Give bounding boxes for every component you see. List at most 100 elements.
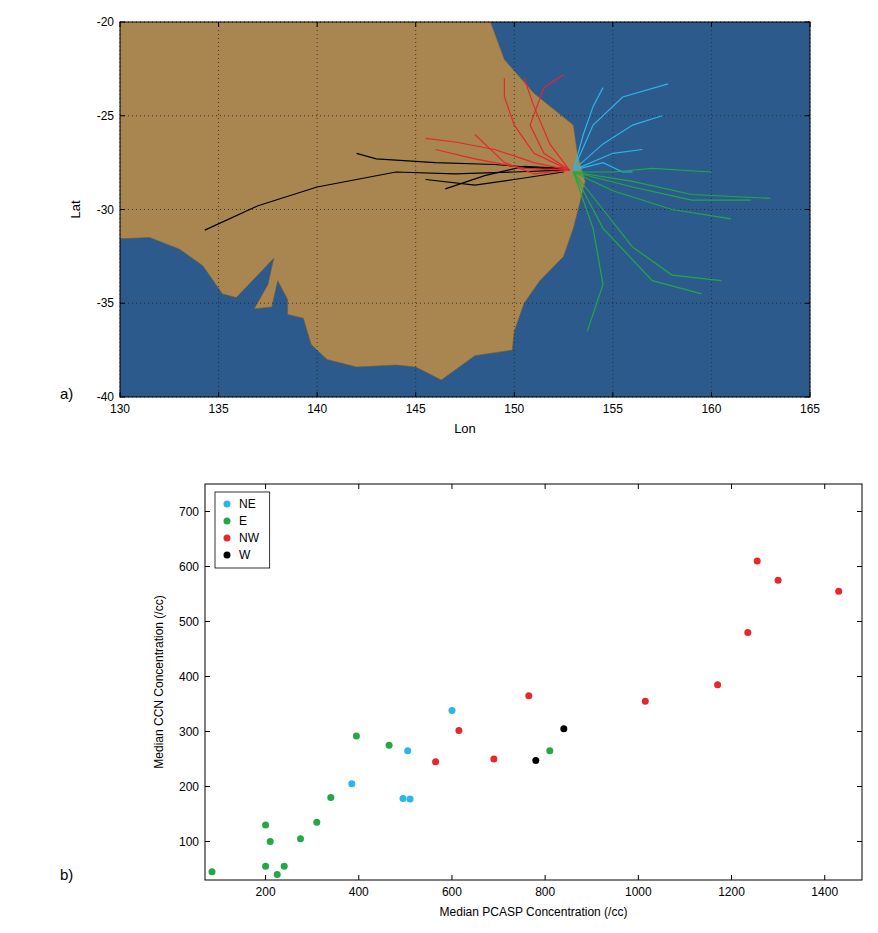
tick <box>415 22 416 27</box>
tick <box>545 484 546 489</box>
trajectory <box>205 170 564 230</box>
point <box>560 725 567 732</box>
point <box>209 868 216 875</box>
y-tick-label: 500 <box>179 615 199 629</box>
point <box>714 681 721 688</box>
y-tick-label: 200 <box>179 780 199 794</box>
y-tick-label: 400 <box>179 670 199 684</box>
tick <box>205 841 210 842</box>
x-tick-label: 130 <box>110 402 130 416</box>
x-tick-label: 165 <box>800 402 820 416</box>
legend-label: W <box>239 548 251 562</box>
y-tick-label: -35 <box>97 296 115 310</box>
tick <box>514 22 515 27</box>
y-tick-label: 100 <box>179 835 199 849</box>
tick <box>514 392 515 397</box>
tick <box>205 566 210 567</box>
legend-marker <box>224 535 231 542</box>
plot-bg <box>205 484 862 880</box>
tick <box>205 621 210 622</box>
tick <box>205 731 210 732</box>
panel-label: b) <box>60 866 73 883</box>
legend-label: NW <box>239 531 260 545</box>
tick <box>824 875 825 880</box>
y-axis-title: Median CCN Concentration (/cc) <box>152 595 166 768</box>
trajectory <box>426 138 570 170</box>
point <box>744 629 751 636</box>
point <box>386 742 393 749</box>
tick <box>265 875 266 880</box>
tick <box>451 875 452 880</box>
legend: NEENWW <box>215 492 270 568</box>
tick <box>638 875 639 880</box>
x-tick-label: 1200 <box>718 885 745 899</box>
grid-line <box>120 303 810 304</box>
tick <box>358 484 359 489</box>
tick <box>317 22 318 27</box>
legend-box <box>215 492 270 568</box>
point <box>775 577 782 584</box>
y-tick-label: 600 <box>179 560 199 574</box>
x-tick-label: 1000 <box>625 885 652 899</box>
trajectory <box>573 172 701 294</box>
x-tick-label: 135 <box>209 402 229 416</box>
point <box>404 747 411 754</box>
trajectory <box>445 166 563 189</box>
tick <box>120 115 125 116</box>
tick <box>857 731 862 732</box>
grid-line <box>218 22 219 397</box>
trajectory <box>530 75 569 171</box>
trajectory <box>573 172 751 200</box>
grid-line <box>120 115 810 116</box>
trajectory <box>573 172 770 198</box>
point <box>455 727 462 734</box>
tick <box>218 392 219 397</box>
point <box>281 863 288 870</box>
grid-line <box>514 22 515 397</box>
point <box>407 796 414 803</box>
tick <box>451 484 452 489</box>
x-axis-title: Median PCASP Concentration (/cc) <box>440 905 628 919</box>
x-tick-label: 145 <box>406 402 426 416</box>
point <box>353 732 360 739</box>
y-tick-label: -20 <box>97 15 115 29</box>
tick <box>205 511 210 512</box>
point <box>267 838 274 845</box>
y-tick-label: 300 <box>179 725 199 739</box>
tick <box>731 875 732 880</box>
point <box>642 698 649 705</box>
grid-line <box>711 22 712 397</box>
y-axis-title: Lat <box>68 200 83 218</box>
point <box>490 756 497 763</box>
tick <box>415 392 416 397</box>
point <box>313 819 320 826</box>
tick <box>824 484 825 489</box>
land <box>120 22 585 380</box>
tick <box>218 22 219 27</box>
tick <box>317 392 318 397</box>
trajectories <box>205 75 771 332</box>
point <box>754 558 761 565</box>
y-tick-label: 700 <box>179 505 199 519</box>
point <box>449 707 456 714</box>
tick <box>805 303 810 304</box>
tick <box>120 303 125 304</box>
x-tick-label: 150 <box>504 402 524 416</box>
trajectory <box>524 78 569 170</box>
legend-marker <box>224 518 231 525</box>
legend-label: NE <box>239 497 256 511</box>
trajectory <box>573 88 603 171</box>
tick <box>205 786 210 787</box>
x-tick-label: 140 <box>307 402 327 416</box>
tick <box>358 875 359 880</box>
tick <box>857 786 862 787</box>
tick <box>205 676 210 677</box>
tick <box>805 115 810 116</box>
trajectory <box>573 84 668 170</box>
point <box>525 692 532 699</box>
x-tick-label: 200 <box>256 885 276 899</box>
point <box>262 822 269 829</box>
tick <box>545 875 546 880</box>
x-axis-title: Lon <box>454 421 476 436</box>
x-tick-label: 1400 <box>811 885 838 899</box>
